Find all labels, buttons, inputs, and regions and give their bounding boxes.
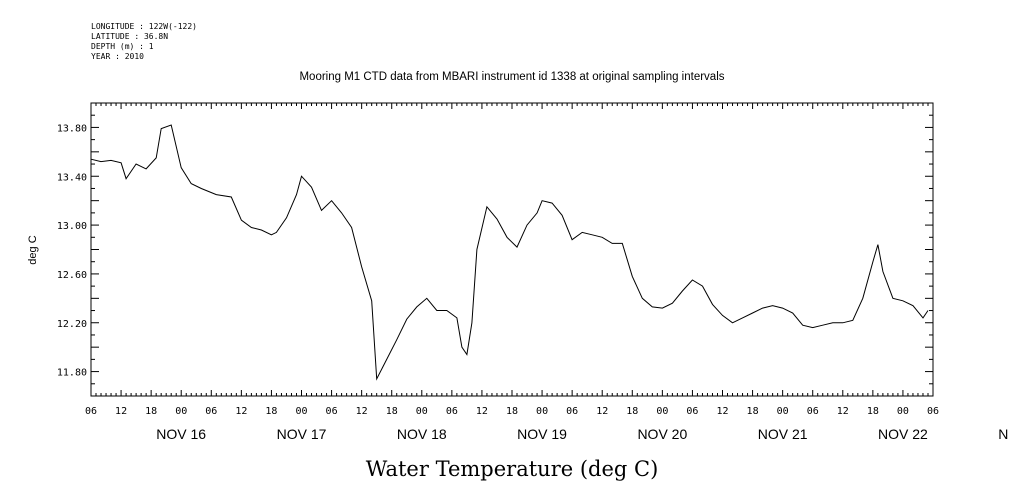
x-day-label: NOV 21	[758, 426, 808, 442]
x-hour-tick-label: 00	[416, 406, 428, 417]
x-hour-tick-label: 18	[265, 406, 277, 417]
latitude-label: LATITUDE : 36.8N	[91, 32, 168, 41]
x-hour-tick-label: 12	[356, 406, 368, 417]
x-hour-tick-label: 12	[837, 406, 849, 417]
x-hour-tick-label: 12	[235, 406, 247, 417]
x-hour-tick-label: 18	[867, 406, 879, 417]
x-hour-tick-label: 18	[506, 406, 518, 417]
chart-title: Mooring M1 CTD data from MBARI instrumen…	[299, 71, 724, 83]
x-hour-tick-label: 00	[536, 406, 548, 417]
x-hour-tick-label: 06	[686, 406, 698, 417]
y-tick-label: 12.60	[57, 270, 87, 281]
x-hour-tick-label: 00	[656, 406, 668, 417]
x-hour-tick-label: 06	[927, 406, 939, 417]
plot-frame	[90, 102, 934, 397]
x-hour-tick-label: 12	[476, 406, 488, 417]
x-day-label: NOV 23	[998, 426, 1009, 442]
x-hour-tick-label: 06	[85, 406, 97, 417]
x-day-label: NOV 17	[277, 426, 327, 442]
x-axis-title: Water Temperature (deg C)	[366, 457, 659, 481]
depth-label: DEPTH (m) : 1	[91, 42, 154, 51]
labels-layer: 06 12 18 00 06 12 18 00 06 12 18 00 06 12 18 00 06 12 18 00…	[57, 123, 1009, 442]
x-day-label: NOV 22	[878, 426, 928, 442]
x-day-label: NOV 16	[156, 426, 206, 442]
x-day-label: NOV 20	[637, 426, 687, 442]
x-hour-tick-label: 06	[326, 406, 338, 417]
x-hour-tick-label: 18	[145, 406, 157, 417]
x-hour-tick-label: 06	[205, 406, 217, 417]
y-tick-label: 13.80	[57, 123, 87, 134]
x-hour-tick-label: 18	[386, 406, 398, 417]
water-temperature-line	[90, 124, 929, 381]
x-day-label: NOV 19	[517, 426, 567, 442]
x-hour-tick-label: 12	[716, 406, 728, 417]
y-tick-label: 11.80	[57, 368, 87, 379]
year-label: YEAR : 2010	[91, 52, 144, 61]
x-hour-tick-label: 06	[566, 406, 578, 417]
x-hour-tick-label: 00	[175, 406, 187, 417]
x-hour-tick-label: 00	[295, 406, 307, 417]
x-day-label: NOV 18	[397, 426, 447, 442]
y-tick-label: 13.40	[57, 172, 87, 183]
ticks-layer	[90, 102, 934, 397]
y-tick-label: 13.00	[57, 221, 87, 232]
x-hour-tick-label: 18	[747, 406, 759, 417]
longitude-label: LONGITUDE : 122W(-122)	[91, 22, 197, 31]
x-hour-tick-label: 06	[446, 406, 458, 417]
x-hour-tick-label: 06	[807, 406, 819, 417]
x-hour-tick-label: 00	[777, 406, 789, 417]
x-hour-tick-label: 12	[115, 406, 127, 417]
x-hour-tick-label: 18	[626, 406, 638, 417]
x-hour-tick-label: 00	[897, 406, 909, 417]
y-tick-label: 12.20	[57, 319, 87, 330]
x-hour-tick-label: 12	[596, 406, 608, 417]
y-axis-label: deg C	[27, 235, 39, 264]
